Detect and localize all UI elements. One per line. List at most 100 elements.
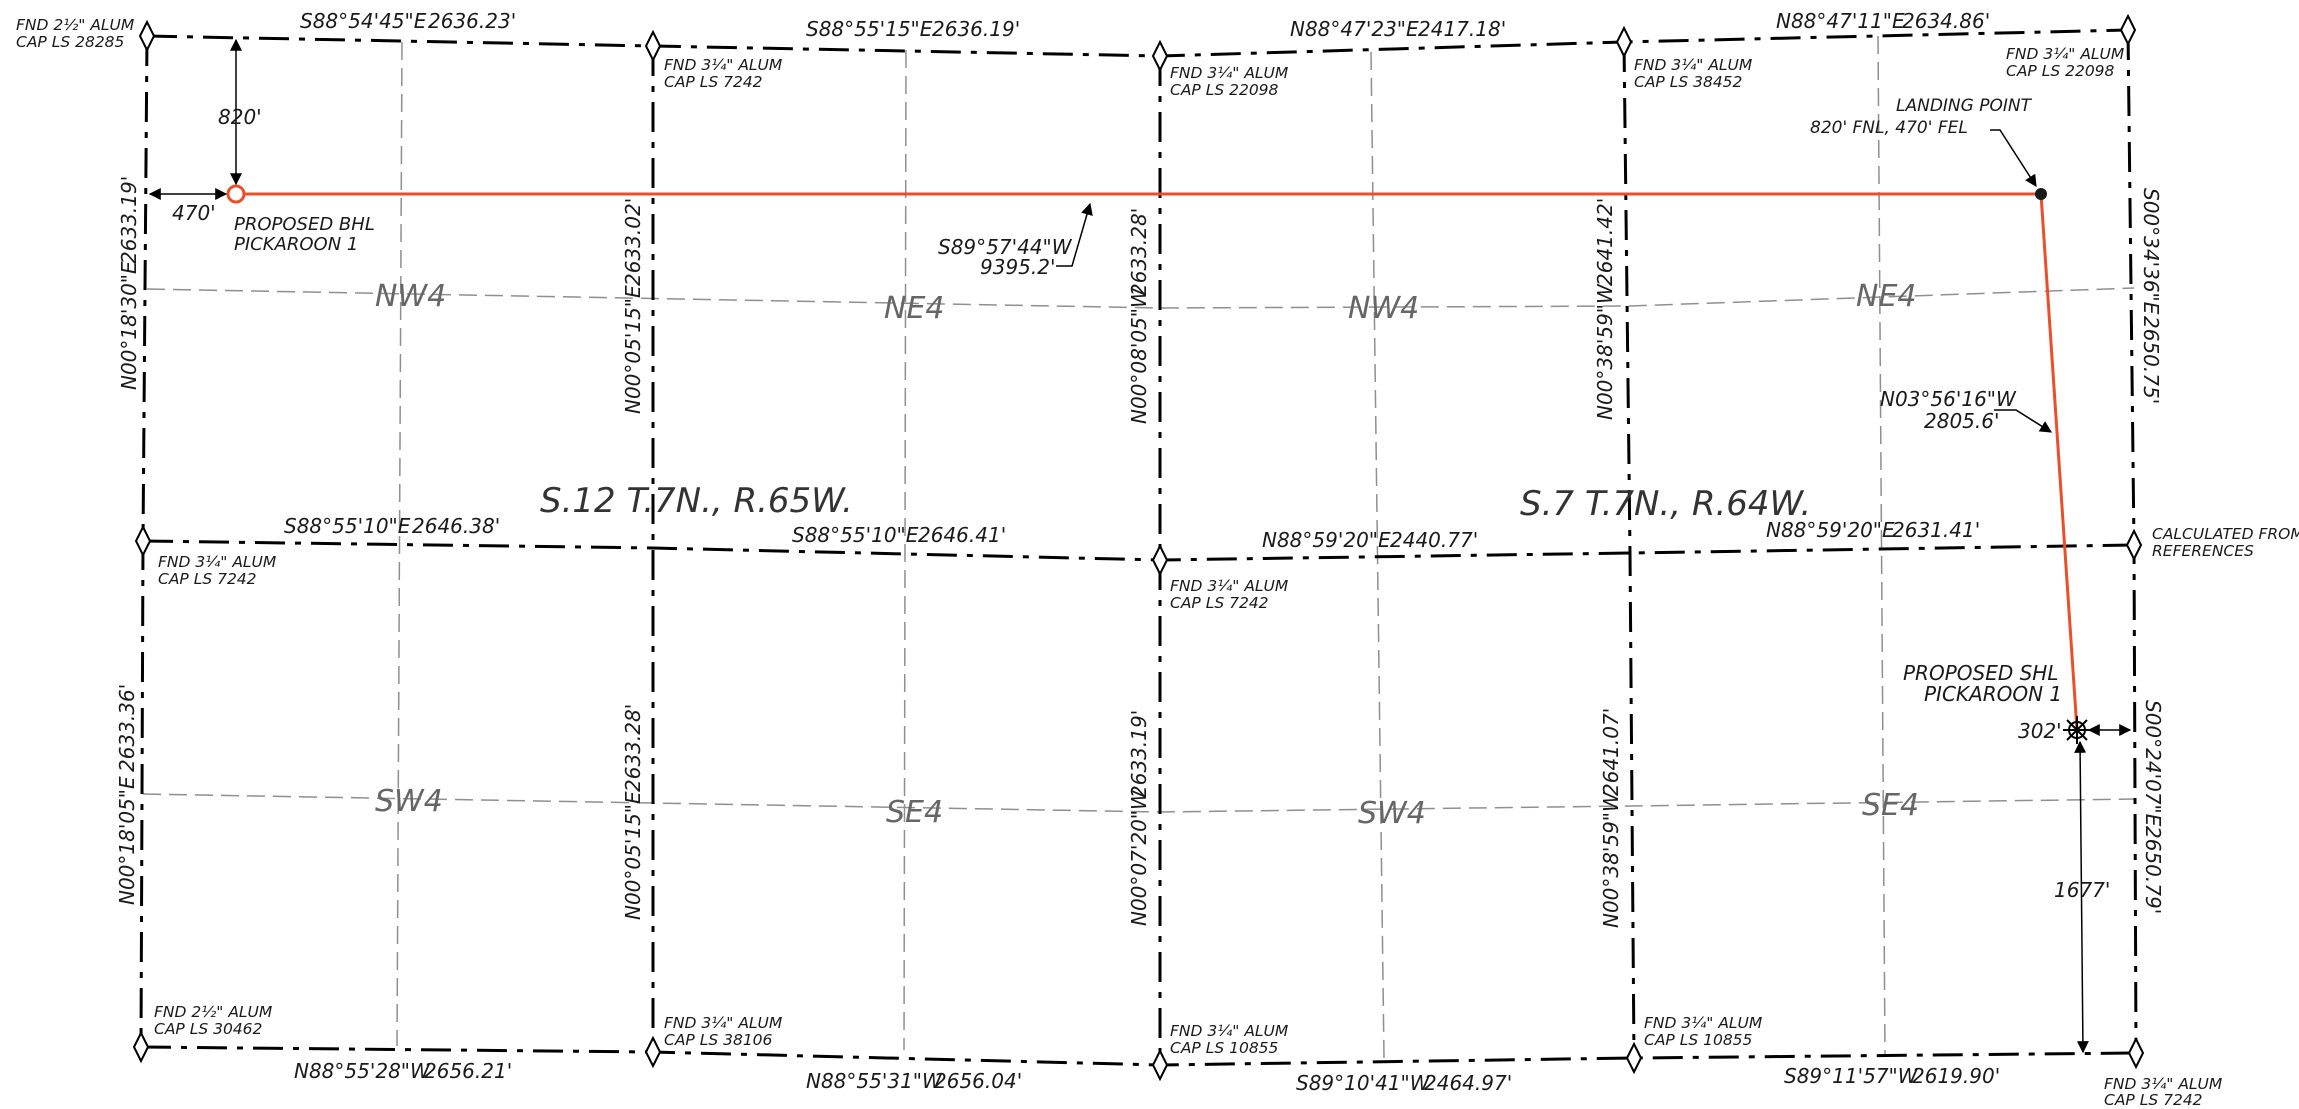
monument-se xyxy=(2127,1036,2145,1070)
bearing-v2-top-dist: 2633.02' xyxy=(621,198,645,286)
monument-s3 xyxy=(1625,1041,1643,1075)
shl-label-1: PROPOSED SHL xyxy=(1903,661,2058,685)
monument-s1 xyxy=(644,1035,662,1069)
quarter-se4-east: SE4 xyxy=(1862,788,1919,823)
note-s1-a: FND 3¼" ALUM xyxy=(664,1014,782,1032)
bearing-v-left-top-dist: 2633.19' xyxy=(117,176,141,264)
quarter-line-v4 xyxy=(1877,35,1886,1055)
dim-820-label: 820' xyxy=(218,105,262,129)
bearing-bot-4: S89°11'57"W xyxy=(1784,1064,1919,1088)
bhl-label-1: PROPOSED BHL xyxy=(234,214,375,235)
note-nw-b: CAP LS 28285 xyxy=(16,33,124,51)
monument-notes: FND 2½" ALUM CAP LS 28285 FND 3¼" ALUM C… xyxy=(16,16,2299,1109)
bearing-v-left-bot-dist: 2633.36' xyxy=(115,684,139,772)
quarter-se4-west: SE4 xyxy=(886,795,943,830)
note-n1-a: FND 3¼" ALUM xyxy=(664,56,782,74)
note-s3-b: CAP LS 10855 xyxy=(1644,1031,1752,1049)
bearing-vm-top-dist: 2633.28' xyxy=(1127,208,1151,296)
section-line-north xyxy=(146,28,2129,58)
note-n2-a: FND 3¼" ALUM xyxy=(1170,64,1288,82)
monument-nw xyxy=(138,19,156,53)
section-label-east: S.7 T.7N., R.64W. xyxy=(1520,484,1811,524)
landing-point-marker xyxy=(2035,188,2047,200)
note-s3-a: FND 3¼" ALUM xyxy=(1644,1014,1762,1032)
bearing-top-2-dist: 2636.19' xyxy=(932,17,1020,41)
bearing-top-3: N88°47'23"E xyxy=(1290,17,1419,41)
section-line-mid xyxy=(142,539,2135,562)
monument-n1 xyxy=(644,29,662,63)
bearing-top-2: S88°55'15"E xyxy=(806,17,933,41)
note-c-a: FND 3¼" ALUM xyxy=(1170,577,1288,595)
bearing-v2-bot-dist: 2633.28' xyxy=(621,704,645,792)
note-w-b: CAP LS 7242 xyxy=(158,570,257,588)
bearing-top-1-dist: 2636.23' xyxy=(428,9,516,33)
bearing-bot-1-dist: 2656.21' xyxy=(424,1059,512,1083)
bearing-top-4: N88°47'11"E xyxy=(1776,9,1905,33)
bearing-v4-top-dist: 2641.42' xyxy=(1593,198,1617,286)
bearing-bot-1: N88°55'28"W xyxy=(294,1059,431,1083)
quarter-ne4-east: NE4 xyxy=(1856,279,1916,314)
dim-302-label: 302' xyxy=(2018,719,2062,743)
quarter-ne4-west: NE4 xyxy=(884,291,944,326)
bearing-vm-bot: N00°07'20"W xyxy=(1127,789,1151,926)
monument-e xyxy=(2125,528,2143,562)
dimension-lines xyxy=(148,38,2132,1054)
note-se-a: FND 3¼" ALUM xyxy=(2104,1075,2222,1093)
note-n1-b: CAP LS 7242 xyxy=(664,73,763,91)
note-c-b: CAP LS 7242 xyxy=(1170,594,1269,612)
area-labels: S.12 T.7N., R.65W. S.7 T.7N., R.64W. NW4… xyxy=(375,279,1919,831)
bearing-v-right-bot: S00°24'07"E xyxy=(2141,700,2165,827)
section-line-4 xyxy=(1622,41,1636,1059)
bearing-bot-4-dist: 2619.90' xyxy=(1912,1064,2000,1088)
quarter-nw4-east: NW4 xyxy=(1348,291,1419,326)
monument-c xyxy=(1151,543,1169,577)
lateral-bearing: S89°57'44"W xyxy=(938,235,1073,259)
note-s2-b: CAP LS 10855 xyxy=(1170,1039,1278,1057)
bearing-mid-1-dist: 2646.38' xyxy=(412,514,500,538)
bhl-marker xyxy=(226,184,246,204)
dim-1677-label: 1677' xyxy=(2054,878,2110,902)
note-se-b: CAP LS 7242 xyxy=(2104,1091,2203,1109)
note-e-a: CALCULATED FROM xyxy=(2152,525,2299,543)
bearing-top-4-dist: 2634.86' xyxy=(1902,9,1990,33)
bearing-v4-bot: N00°38'59"W xyxy=(1599,791,1623,928)
quarter-line-v2 xyxy=(903,49,907,1051)
quarter-line-v1 xyxy=(396,41,403,1047)
bearing-vm-top: N00°08'05"W xyxy=(1127,287,1151,424)
dim-470-label: 470' xyxy=(172,201,216,225)
monument-s2 xyxy=(1151,1048,1169,1082)
horizontal-bearings: S88°54'45"E 2636.23' S88°55'15"E 2636.19… xyxy=(284,9,2000,1095)
build-bearing: N03°56'16"W xyxy=(1880,387,2017,411)
bearing-v-left-top: N00°18'30"E xyxy=(117,261,141,390)
note-n3-a: FND 3¼" ALUM xyxy=(1634,56,1752,74)
bearing-top-1: S88°54'45"E xyxy=(300,9,427,33)
note-ne-b: CAP LS 22098 xyxy=(2006,62,2115,80)
monument-sw xyxy=(132,1030,150,1064)
bearing-bot-2: N88°55'31"W xyxy=(806,1069,943,1093)
bearing-mid-2: S88°55'10"E xyxy=(792,523,919,547)
bearing-bot-2-dist: 2656.04' xyxy=(934,1069,1022,1093)
bearing-top-3-dist: 2417.18' xyxy=(1418,17,1506,41)
dim-1677-line xyxy=(2074,740,2089,1054)
bearing-bot-3-dist: 2464.97' xyxy=(1424,1071,1512,1095)
quarter-sw4-east: SW4 xyxy=(1358,796,1426,831)
bearing-v4-top: N00°38'59"W xyxy=(1593,283,1617,420)
bearing-mid-1: S88°55'10"E xyxy=(284,514,411,538)
note-e-b: REFERENCES xyxy=(2152,542,2254,560)
note-ne-a: FND 3¼" ALUM xyxy=(2006,45,2124,63)
bearing-v-left-bot: N00°18'05"E xyxy=(115,776,139,905)
lateral-distance: 9395.2' xyxy=(980,255,1055,279)
quarter-nw4-west: NW4 xyxy=(375,279,446,314)
bhl-label-2: PICKAROON 1 xyxy=(234,234,358,255)
monuments xyxy=(132,13,2145,1082)
note-w-a: FND 3¼" ALUM xyxy=(158,553,276,571)
monument-w xyxy=(134,524,152,558)
note-n2-b: CAP LS 22098 xyxy=(1170,81,1279,99)
note-sw-a: FND 2½" ALUM xyxy=(154,1003,272,1021)
note-sw-b: CAP LS 30462 xyxy=(154,1020,262,1038)
monument-ne xyxy=(2119,13,2137,47)
bearing-v-right-bot-dist: 2650.79' xyxy=(2141,826,2165,914)
bearing-mid-3: N88°59'20"E xyxy=(1262,528,1391,552)
shl-label-2: PICKAROON 1 xyxy=(1924,682,2062,706)
build-distance: 2805.6' xyxy=(1924,409,1999,433)
